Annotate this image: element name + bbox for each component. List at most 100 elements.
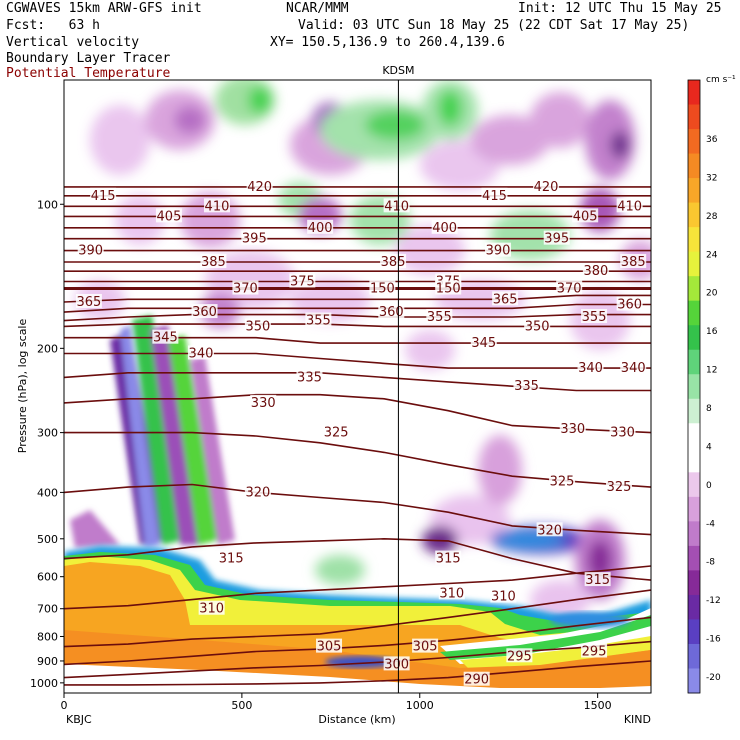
y-axis: 100 200 300 400 500 600 700 800 900 1000 <box>30 198 64 690</box>
theta-label: 405 <box>157 209 182 224</box>
theta-label: 385 <box>621 255 646 270</box>
theta-label-bg <box>581 643 608 658</box>
theta-label-bg <box>187 345 214 360</box>
colorbar-tick-label: 28 <box>706 212 718 222</box>
theta-label-bg <box>490 588 517 603</box>
colorbar-swatch <box>688 178 700 204</box>
colorbar-tick-label: 20 <box>706 289 718 299</box>
theta-label: 385 <box>381 255 406 270</box>
theta-contour-365 <box>64 294 651 303</box>
theta-label: 355 <box>582 310 607 325</box>
theta-label-bg <box>616 296 643 311</box>
field-vertical-velocity: Vertical velocity <box>6 35 140 50</box>
theta-label: 325 <box>607 480 632 495</box>
x-axis-title: Distance (km) <box>318 713 395 726</box>
colorbar-swatch <box>688 594 700 620</box>
colorbar-frame <box>687 79 701 694</box>
theta-label-bg <box>524 318 551 333</box>
theta-label: 415 <box>91 189 116 204</box>
theta-label: 385 <box>201 255 226 270</box>
colorbar-swatch <box>688 423 700 449</box>
theta-label-bg <box>620 253 647 268</box>
theta-label-bg <box>426 308 453 323</box>
theta-label: 345 <box>471 336 496 351</box>
y-tick-label: 600 <box>37 571 58 584</box>
theta-label-bg <box>244 318 271 333</box>
theta-label-bg <box>572 208 599 223</box>
colorbar-swatch <box>688 80 700 106</box>
theta-label-bg <box>463 671 490 686</box>
colorbar-tick-label: 32 <box>706 173 717 183</box>
theta-label: 355 <box>306 314 331 329</box>
field-boundary-layer-tracer: Boundary Layer Tracer <box>6 51 171 66</box>
theta-label: 325 <box>324 426 349 441</box>
theta-contour-295 <box>64 640 651 679</box>
theta-label: 405 <box>573 209 598 224</box>
theta-label: 410 <box>617 199 642 214</box>
org-label: NCAR/MMM <box>286 1 349 16</box>
theta-label-bg <box>383 656 410 671</box>
colorbar-swatch <box>688 668 700 694</box>
theta-label: 410 <box>384 199 409 214</box>
colorbar-tick-label: 16 <box>706 327 718 337</box>
theta-contour-310 <box>64 565 651 610</box>
theta-label-bg <box>581 308 608 323</box>
theta-label: 380 <box>583 264 608 279</box>
valid-time: Valid: 03 UTC Sun 18 May 25 (22 CDT Sat … <box>298 18 690 33</box>
colorbar-swatch <box>688 153 700 179</box>
theta-label: 370 <box>557 282 582 297</box>
theta-contour-360 <box>64 303 651 313</box>
theta-label-bg <box>191 304 218 319</box>
cross-section-endpoints: XY= 150.5,136.9 to 260.4,139.6 <box>270 35 505 50</box>
colorbar-swatch <box>688 521 700 547</box>
y-tick-label: 500 <box>37 533 58 546</box>
theta-label-bg <box>155 208 182 223</box>
theta-label: 375 <box>290 274 315 289</box>
theta-label: 340 <box>621 361 646 376</box>
colorbar-swatch <box>688 398 700 424</box>
theta-label: 320 <box>245 485 270 500</box>
colorbar-swatch <box>688 276 700 302</box>
theta-label-bg <box>584 572 611 587</box>
theta-label: 335 <box>514 379 539 394</box>
colorbar-swatch <box>688 472 700 498</box>
theta-label-bg <box>513 378 540 393</box>
theta-label-bg <box>244 484 271 499</box>
theta-label-bg <box>241 230 268 245</box>
colorbar-swatch <box>688 545 700 571</box>
colorbar-swatch <box>688 202 700 228</box>
theta-label: 330 <box>610 426 635 441</box>
theta-label: 320 <box>537 523 562 538</box>
theta-label-bg <box>383 198 410 213</box>
theta-label-bg <box>232 280 259 295</box>
station-label: KDSM <box>382 64 414 77</box>
theta-label: 365 <box>76 295 101 310</box>
theta-label-bg <box>485 242 512 257</box>
theta-label: 355 <box>427 310 452 325</box>
theta-label: 395 <box>544 232 569 247</box>
colorbar-tick-label: 24 <box>706 250 718 260</box>
theta-contour-330 <box>64 393 651 434</box>
x-tick-label: 500 <box>231 699 252 712</box>
theta-label: 315 <box>219 552 244 567</box>
theta-label-bg <box>620 360 647 375</box>
theta-label: 360 <box>379 305 404 320</box>
potential-temperature-labels: 415 390 365 405 410 420 395 385 400 370 375 360 345 3… <box>75 178 647 688</box>
theta-label: 300 <box>384 657 409 672</box>
theta-label: 315 <box>436 552 461 567</box>
theta-label: 150 <box>370 282 395 297</box>
theta-label: 360 <box>192 305 217 320</box>
theta-label-bg <box>218 550 245 565</box>
theta-label: 330 <box>251 396 276 411</box>
theta-label: 305 <box>413 640 438 655</box>
theta-label-bg <box>605 479 632 494</box>
theta-label: 315 <box>585 573 610 588</box>
y-tick-label: 400 <box>37 486 58 499</box>
y-tick-label: 1000 <box>30 677 58 690</box>
theta-label-bg <box>369 280 396 295</box>
colorbar: 36 32 28 24 20 16 12 8 4 0 -4 -8 -12 -16 -20 <box>687 79 721 694</box>
theta-label: 335 <box>297 370 322 385</box>
theta-label-bg <box>582 263 609 278</box>
theta-contour-305 <box>64 589 651 648</box>
